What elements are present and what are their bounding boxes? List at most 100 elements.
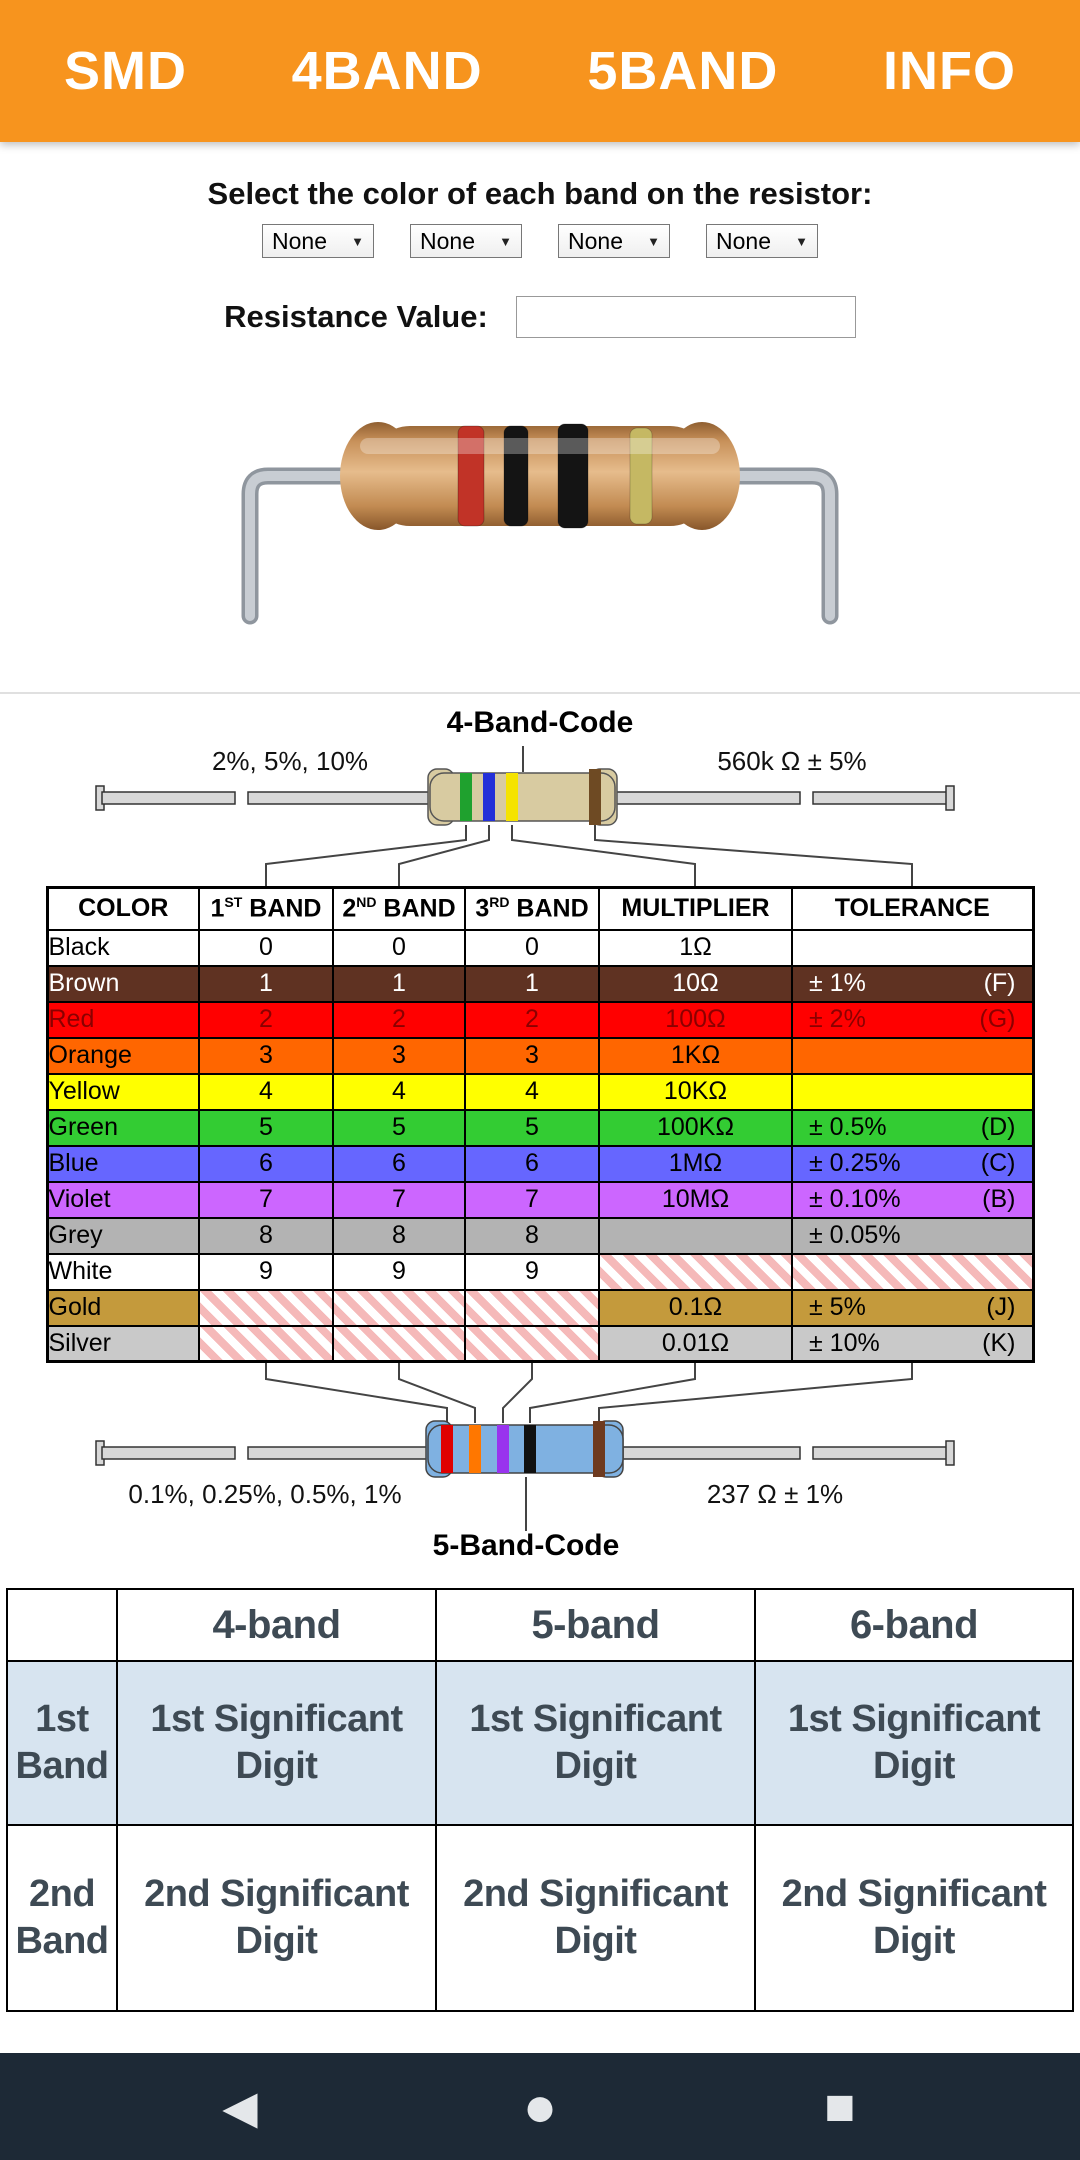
tab-4band[interactable]: 4BAND [291,41,483,101]
color-cell: Gold [46,1288,200,1327]
table-row: Green 5 5 5 100KΩ ± 0.5% (D) [46,1108,1034,1147]
color-cell: Violet [46,1180,200,1219]
table-row: Orange 3 3 3 1KΩ [46,1036,1034,1075]
four-band-band-2 [483,773,495,821]
band3-cell: 8 [464,1216,600,1255]
band1-cell: 6 [198,1144,334,1183]
resistor-band-4 [629,427,653,525]
five-band-value-label: 237 Ω ± 1% [707,1479,843,1509]
band-role-cell: 1st Significant Digit [116,1660,437,1826]
four-band-resistor-figure: 2%, 5%, 10% 560k Ω ± 5% [95,746,955,886]
multiplier-cell [598,1216,793,1255]
band1-cell: 3 [198,1036,334,1075]
band2-cell: 7 [332,1180,466,1219]
band1-cell: 9 [198,1252,334,1291]
multiplier-cell: 1MΩ [598,1144,793,1183]
header-band3: 3RD BAND [464,886,600,931]
android-navbar: ◀ ● ■ [0,2053,1080,2160]
resistance-value-input[interactable] [515,296,856,338]
tolerance-cell [791,1072,1034,1111]
band-dropdown-3[interactable]: None ▼ [558,224,670,258]
four-band-value-label: 560k Ω ± 5% [717,746,866,776]
nav-recents-button[interactable]: ■ [800,2067,880,2147]
table-row: Silver 0.01Ω ± 10% (K) [46,1324,1034,1363]
tolerance-cell: ± 0.10% (B) [791,1180,1034,1219]
chevron-down-icon: ▼ [351,233,364,249]
five-band-band-3 [497,1425,509,1473]
tolerance-cell: ± 1% (F) [791,964,1034,1003]
dropdown-value: None [420,227,475,254]
multiplier-cell: 100Ω [598,1000,793,1039]
instruction-text: Select the color of each band on the res… [207,176,873,211]
dropdown-value: None [568,227,623,254]
header-band2: 2ND BAND [332,886,466,931]
tab-smd[interactable]: SMD [64,41,187,101]
resistor-band-3 [557,423,589,529]
five-band-resistor-figure: 0.1%, 0.25%, 0.5%, 1% 237 Ω ± 1% 5-Band-… [95,1363,955,1562]
band-role-cell: 2nd Significant Digit [754,1824,1074,2012]
band-dropdown-4[interactable]: None ▼ [706,224,818,258]
tolerance-cell [791,928,1034,967]
header-multiplier: MULTIPLIER [598,886,793,931]
band-role-cell: 2nd Significant Digit [435,1824,756,2012]
resistance-value-label: Resistance Value: [224,299,488,334]
five-band-band-1 [441,1425,453,1473]
band3-cell: 7 [464,1180,600,1219]
band3-cell: 1 [464,964,600,1003]
band-table-corner [6,1588,118,1662]
color-cell: Grey [46,1216,200,1255]
band-table-header-6band: 6-band [754,1588,1074,1662]
band2-cell: 3 [332,1036,466,1075]
band-dropdown-2[interactable]: None ▼ [410,224,522,258]
five-band-code-title: 5-Band-Code [433,1529,620,1562]
band3-cell: 0 [464,928,600,967]
tab-5band[interactable]: 5BAND [587,41,779,101]
color-cell: Blue [46,1144,200,1183]
color-code-chart: 4-Band-Code 2%, 5%, 10% 560k Ω ± 5% [0,692,1080,1568]
band-role-cell: 1st Significant Digit [435,1660,756,1826]
back-icon: ◀ [222,2080,258,2133]
multiplier-cell: 10MΩ [598,1180,793,1219]
band-table-header-row: 4-band 5-band 6-band [6,1588,1074,1662]
four-band-band-3 [506,773,518,821]
band1-cell: 0 [198,928,334,967]
tolerance-cell [791,1252,1034,1291]
resistor-band-1 [457,425,485,527]
band-row-label: 1st Band [6,1660,118,1826]
nav-back-button[interactable]: ◀ [200,2067,280,2147]
band2-cell: 2 [332,1000,466,1039]
five-band-band-5 [593,1421,605,1477]
nav-home-button[interactable]: ● [500,2067,580,2147]
multiplier-cell: 0.1Ω [598,1288,793,1327]
left-lead [241,467,369,625]
band-dropdown-row: None ▼ None ▼ None ▼ None ▼ [0,224,1080,258]
four-band-code-title: 4-Band-Code [446,706,634,739]
dropdown-value: None [272,227,327,254]
five-band-band-2 [469,1425,481,1473]
band2-cell: 6 [332,1144,466,1183]
four-band-body [427,768,618,826]
dropdown-value: None [716,227,771,254]
band1-cell: 1 [198,964,334,1003]
band-dropdown-1[interactable]: None ▼ [262,224,374,258]
band2-cell [332,1324,466,1363]
table-row: Black 0 0 0 1Ω [46,928,1034,967]
tolerance-cell: ± 0.05% [791,1216,1034,1255]
band1-cell: 8 [198,1216,334,1255]
band-row-label: 2nd Band [6,1824,118,2012]
four-band-band-1 [460,773,472,821]
band3-cell: 3 [464,1036,600,1075]
multiplier-cell: 10KΩ [598,1072,793,1111]
resistor-band-2 [503,425,529,527]
five-band-tolerances-label: 0.1%, 0.25%, 0.5%, 1% [128,1479,401,1509]
color-cell: Orange [46,1036,200,1075]
table-row: Gold 0.1Ω ± 5% (J) [46,1288,1034,1327]
header-band1: 1ST BAND [198,886,334,931]
color-cell: White [46,1252,200,1291]
tab-info[interactable]: INFO [882,41,1016,101]
table-row: Yellow 4 4 4 10KΩ [46,1072,1034,1111]
five-band-band-4 [524,1425,536,1473]
band3-cell: 6 [464,1144,600,1183]
band2-cell: 5 [332,1108,466,1147]
header-tolerance: TOLERANCE [791,886,1034,931]
